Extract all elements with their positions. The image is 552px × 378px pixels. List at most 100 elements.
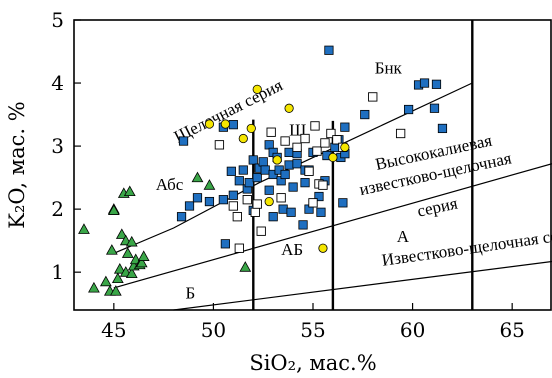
blue-square-point-34: [288, 182, 298, 192]
circle-point-6: [272, 155, 282, 165]
triangle-point-10: [115, 228, 128, 239]
blue-square-point-59: [431, 79, 442, 89]
boundary-line-0: [113, 82, 473, 254]
blue-square-point-39: [300, 178, 310, 188]
open-square-point-3: [234, 243, 244, 253]
circle-point-9: [328, 152, 338, 163]
open-square-point-20: [326, 128, 336, 139]
circle-point-8: [318, 243, 328, 253]
x-tick-label-0: 45: [101, 318, 126, 342]
blue-square-point-9: [228, 120, 238, 130]
blue-square-point-60: [437, 123, 448, 134]
blue-square-point-3: [192, 193, 203, 203]
blue-square-point-16: [248, 155, 258, 165]
triangle-point-7: [109, 285, 122, 296]
circle-point-1: [220, 119, 230, 129]
circle-point-2: [238, 133, 248, 144]
region-label-6: Абс: [156, 175, 184, 194]
blue-square-point-22: [264, 140, 274, 150]
triangle-point-4: [105, 244, 118, 255]
blue-square-point-44: [316, 207, 326, 217]
y-tick-label-0: 1: [51, 260, 64, 284]
open-square-point-23: [368, 92, 378, 102]
open-square-point-12: [300, 133, 310, 144]
blue-square-point-2: [184, 201, 195, 211]
blue-square-point-51: [338, 198, 348, 208]
blue-square-point-24: [268, 212, 278, 222]
circle-point-7: [284, 103, 294, 113]
open-square-point-16: [312, 146, 322, 156]
open-square-point-19: [320, 138, 330, 148]
open-square-point-6: [252, 199, 262, 209]
open-square-point-18: [318, 180, 328, 190]
blue-square-point-5: [218, 195, 228, 205]
open-square-point-2: [232, 212, 242, 222]
blue-square-point-57: [419, 78, 430, 88]
region-label-1: Бнк: [375, 59, 403, 78]
open-square-point-15: [310, 121, 320, 131]
y-tick-label-4: 5: [51, 8, 64, 32]
triangle-point-16: [125, 235, 138, 247]
triangle-point-8: [111, 272, 124, 284]
open-square-point-1: [228, 201, 238, 211]
blue-square-point-11: [234, 176, 244, 186]
x-tick-label-4: 65: [499, 318, 524, 342]
triangle-point-15: [123, 185, 136, 197]
blue-square-point-37: [298, 220, 308, 230]
triangle-point-24: [203, 179, 216, 190]
open-square-point-8: [266, 127, 276, 137]
blue-square-point-58: [429, 103, 440, 113]
blue-square-point-10: [228, 190, 238, 200]
blue-square-point-17: [252, 173, 262, 183]
blue-square-point-54: [360, 109, 370, 120]
blue-square-point-14: [244, 178, 254, 188]
blue-square-point-36: [292, 159, 302, 169]
blue-square-point-30: [280, 169, 290, 180]
open-square-point-24: [395, 128, 406, 139]
blue-square-point-8: [226, 166, 236, 176]
blue-square-point-43: [314, 191, 324, 202]
blue-square-point-33: [286, 207, 296, 217]
triangle-point-17: [125, 267, 138, 278]
y-tick-label-3: 4: [51, 71, 64, 95]
circle-point-10: [340, 142, 350, 152]
boundary-lines: [113, 20, 552, 311]
x-tick-label-2: 55: [300, 318, 325, 342]
open-square-point-4: [242, 195, 252, 205]
region-label-7: А: [397, 227, 410, 246]
open-square-point-14: [308, 198, 318, 208]
triangle-point-2: [99, 275, 112, 287]
blue-square-point-53: [340, 122, 350, 132]
blue-square-point-29: [278, 204, 288, 214]
region-label-8: АБ: [281, 240, 303, 259]
open-square-point-21: [332, 135, 342, 145]
triangle-point-14: [121, 247, 134, 258]
circle-point-4: [252, 84, 262, 94]
region-label-5: серия: [415, 194, 459, 221]
x-axis-title: SiO₂, мас.%: [249, 351, 376, 375]
boundary-line-2: [173, 260, 552, 311]
blue-square-point-1: [176, 212, 187, 222]
circle-point-0: [204, 119, 215, 129]
open-square-point-5: [250, 207, 260, 217]
blue-square-point-0: [178, 136, 189, 146]
triangle-point-23: [191, 171, 204, 183]
blue-square-point-4: [204, 196, 215, 207]
circle-point-5: [264, 196, 274, 207]
circle-point-3: [246, 123, 256, 134]
open-square-point-13: [304, 166, 314, 176]
blue-square-point-20: [260, 165, 270, 175]
blue-square-point-7: [220, 239, 230, 249]
blue-square-point-19: [258, 157, 268, 167]
open-square-point-11: [292, 142, 302, 152]
blue-square-point-31: [284, 160, 294, 170]
blue-square-point-12: [238, 165, 248, 175]
open-square-point-7: [256, 226, 266, 236]
triangle-point-1: [88, 281, 100, 293]
y-axis-title: K₂O, мас. %: [5, 101, 29, 228]
triangle-point-22: [137, 250, 150, 261]
y-tick-label-2: 3: [51, 134, 64, 158]
blue-square-point-21: [264, 185, 274, 195]
triangle-point-25: [239, 261, 252, 272]
